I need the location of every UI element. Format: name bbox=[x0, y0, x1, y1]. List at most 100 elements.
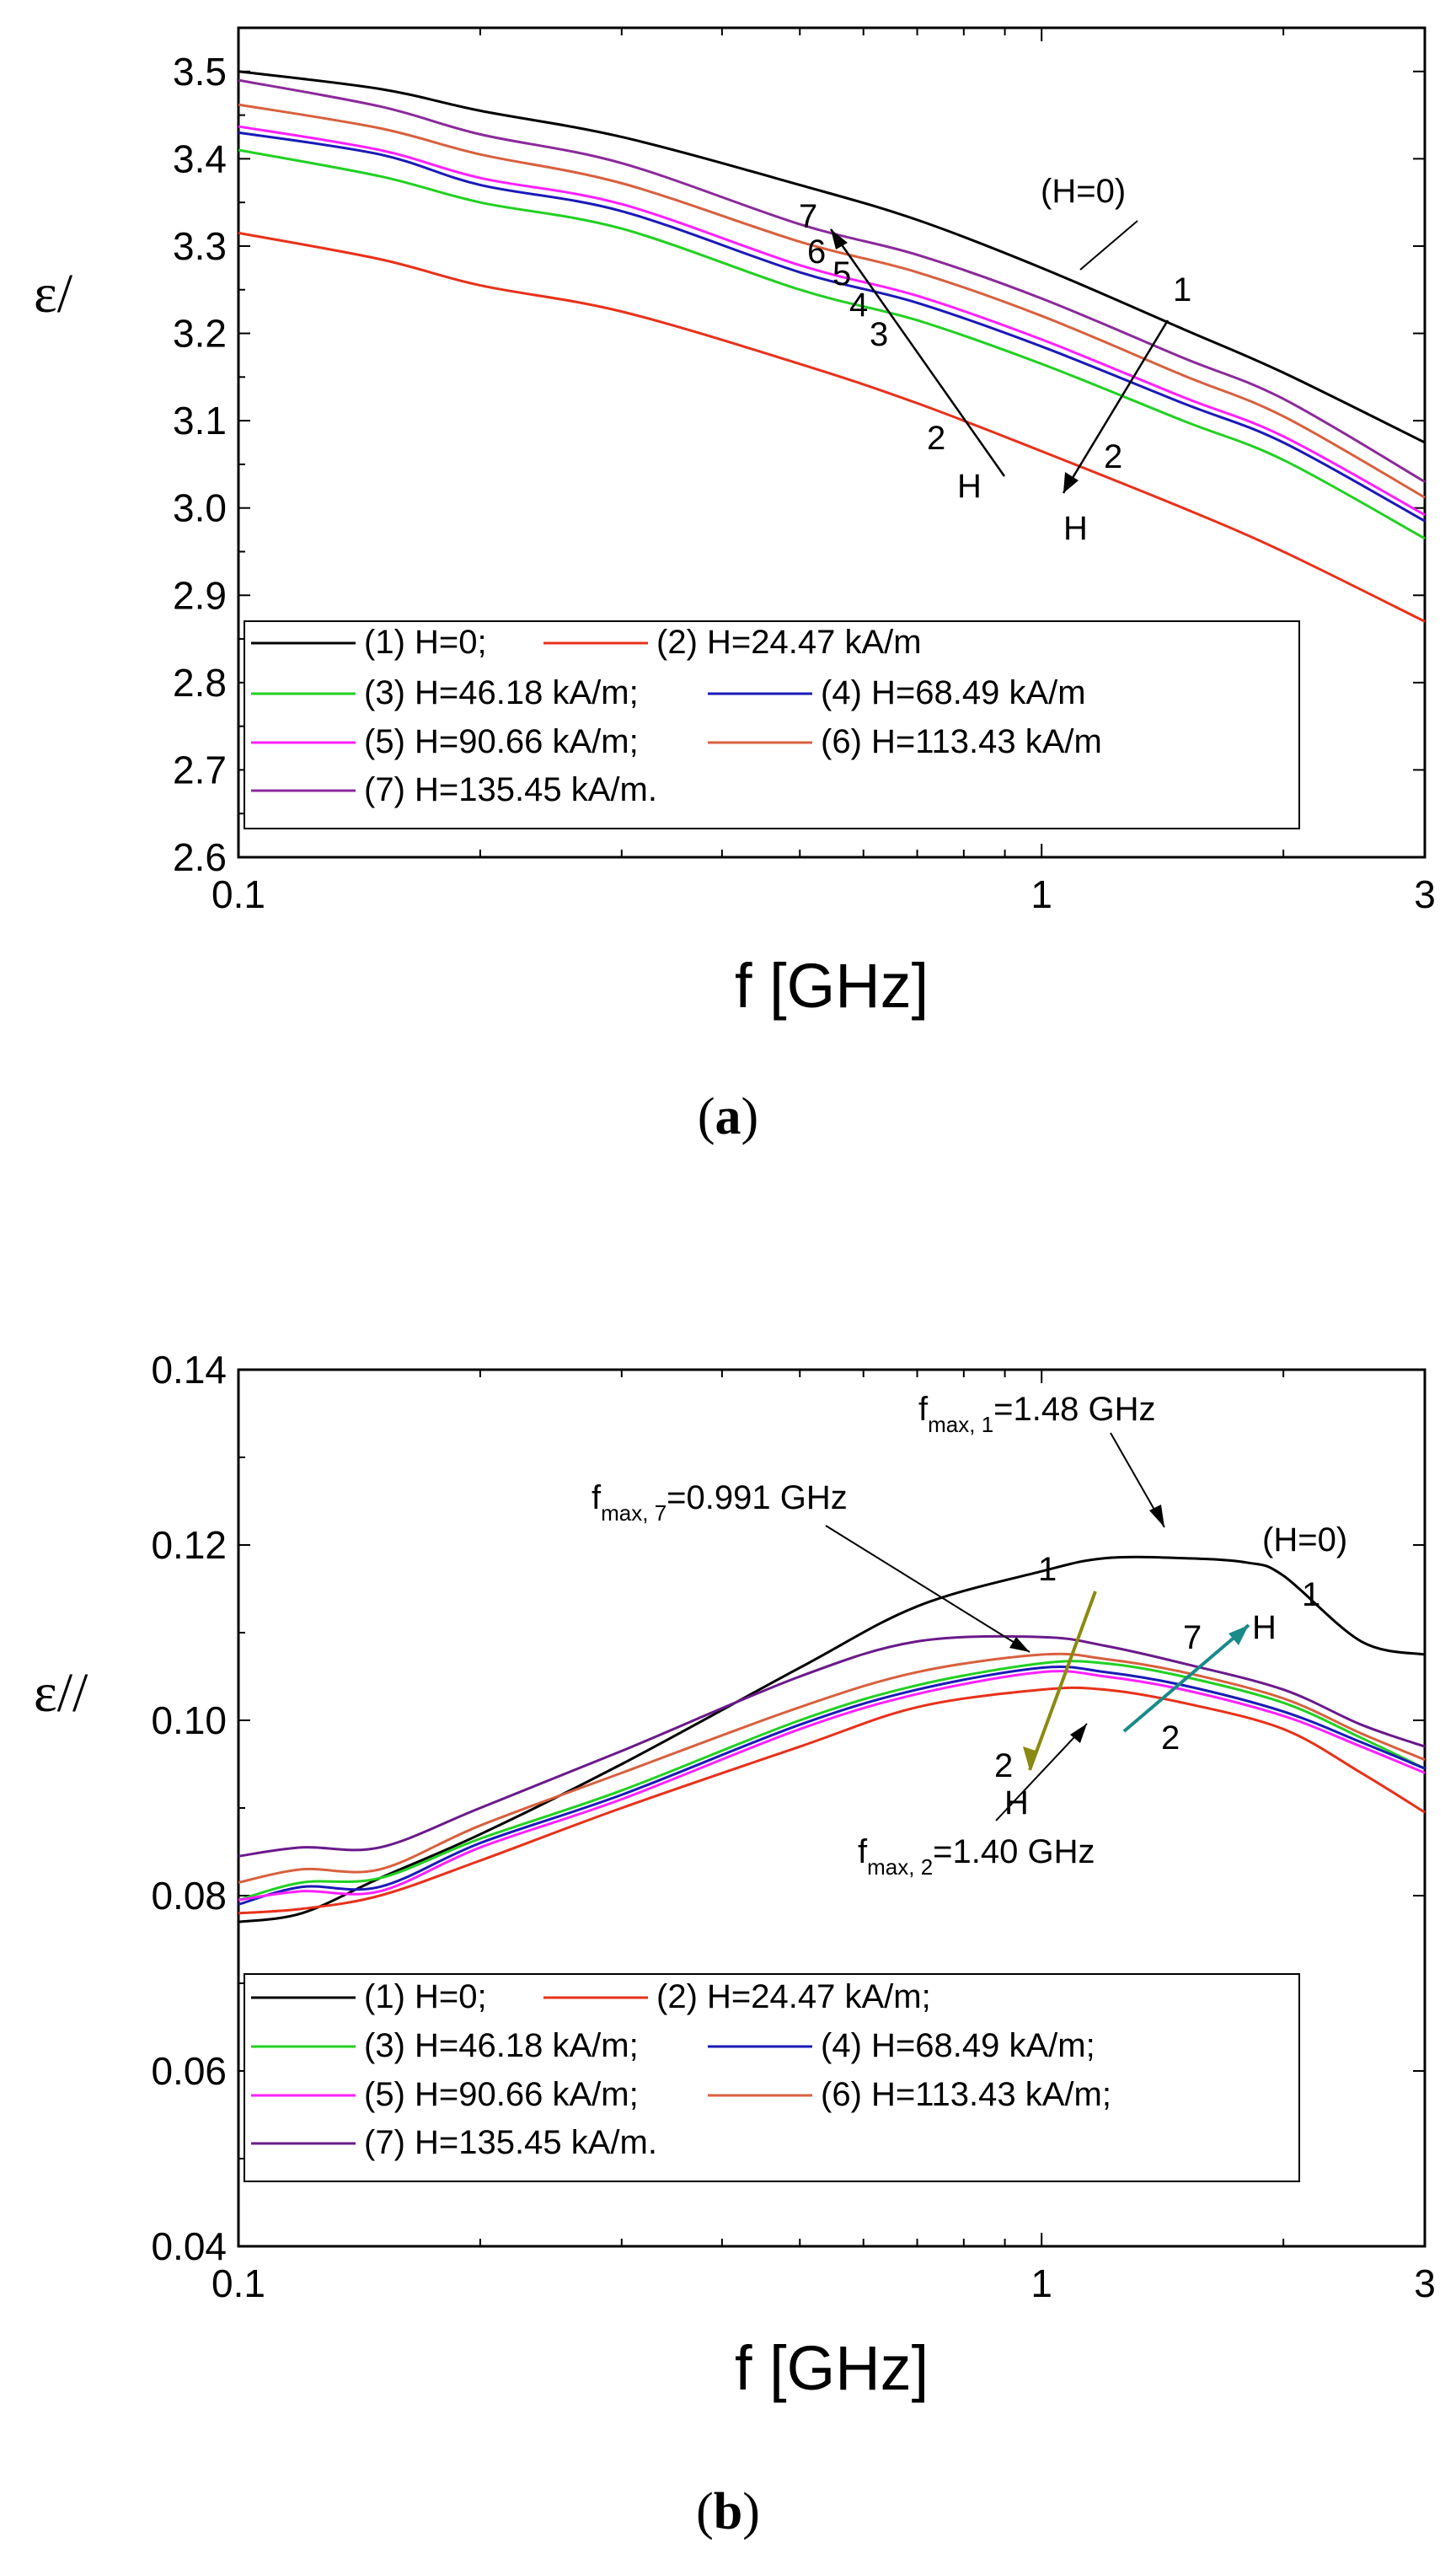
arrow-left-a-head bbox=[831, 229, 848, 249]
legend-label-3: (3) H=46.18 kA/m; bbox=[364, 2027, 639, 2064]
annotation-4-a: 4 bbox=[849, 287, 868, 324]
x-tick-label: 0.1 bbox=[211, 872, 265, 916]
arrow-right-a-head bbox=[1063, 472, 1079, 493]
leader-fmax7-head bbox=[1009, 1637, 1030, 1652]
y-ticks-a: 2.6 2.7 2.8 2.9 3.0 3.1 3.2 3.3 3.4 3.5 bbox=[173, 50, 1425, 879]
y-tick-label: 3.2 bbox=[173, 312, 227, 356]
annotation-hb-b: H bbox=[1252, 1609, 1277, 1646]
x-ticks-b: 0.1 1 3 bbox=[211, 1370, 1436, 2305]
annotation-3-a: 3 bbox=[870, 316, 888, 353]
legend-label-5: (5) H=90.66 kA/m; bbox=[364, 723, 639, 760]
caption-letter-a: a bbox=[715, 1088, 741, 1145]
arrow-up-b-head bbox=[1228, 1625, 1249, 1645]
legend-label-2: (2) H=24.47 kA/m; bbox=[656, 1978, 931, 2015]
series-line-6 bbox=[238, 1652, 1426, 1884]
y-tick-label: 2.6 bbox=[173, 835, 227, 879]
x-ticks-a: 0.1 1 3 bbox=[211, 28, 1436, 916]
arrow-up-b bbox=[1122, 1623, 1250, 1733]
annotation-hb-a: H bbox=[1063, 510, 1088, 547]
series-line-5 bbox=[238, 1670, 1426, 1902]
legend-label-5: (5) H=90.66 kA/m; bbox=[364, 2076, 639, 2113]
annotation-fmax1: fmax, 1=1.48 GHz bbox=[918, 1391, 1155, 1437]
legend-label-3: (3) H=46.18 kA/m; bbox=[364, 674, 639, 711]
annotation-fmax7: fmax, 7=0.991 GHz bbox=[592, 1479, 848, 1526]
annotation-h0-a: (H=0) bbox=[1041, 173, 1126, 210]
series-line-2 bbox=[238, 1686, 1426, 1915]
y-tick-label: 0.12 bbox=[151, 1523, 227, 1567]
legend-label-7: (7) H=135.45 kA/m. bbox=[364, 771, 657, 808]
x-tick-label: 3 bbox=[1414, 872, 1436, 916]
annotation-5-a: 5 bbox=[832, 255, 851, 292]
y-tick-label: 3.5 bbox=[173, 50, 227, 94]
legend-label-2: (2) H=24.47 kA/m bbox=[656, 624, 922, 661]
series-line-1 bbox=[238, 70, 1426, 444]
annotation-fmax2: fmax, 2=1.40 GHz bbox=[858, 1833, 1095, 1880]
panel-caption-b: (b) bbox=[696, 2483, 760, 2540]
legend-label-6: (6) H=113.43 kA/m bbox=[821, 723, 1102, 760]
series-lines-a bbox=[238, 70, 1426, 623]
leader-fmax2-head bbox=[1070, 1724, 1087, 1743]
annotation-h0-b: (H=0) bbox=[1262, 1521, 1347, 1558]
leader-fmax7 bbox=[825, 1525, 1030, 1653]
series-line-2 bbox=[238, 231, 1426, 623]
annotation-6-a: 6 bbox=[807, 233, 826, 271]
annotation-r1-b: 1 bbox=[1302, 1576, 1320, 1613]
legend-label-1: (1) H=0; bbox=[364, 624, 487, 661]
annotation-7-b: 7 bbox=[1183, 1619, 1202, 1656]
y-axis-label-b: ε// bbox=[34, 1662, 88, 1724]
y-tick-label: 0.04 bbox=[151, 2224, 227, 2268]
arrow-down-b-head bbox=[1023, 1746, 1038, 1770]
y-tick-label: 2.8 bbox=[173, 661, 227, 705]
x-axis-label-b: f [GHz] bbox=[735, 2333, 929, 2403]
annotation-leader-h0-a bbox=[1079, 220, 1138, 271]
annotation-ha-a: H bbox=[957, 468, 982, 505]
y-tick-label: 2.7 bbox=[173, 748, 227, 791]
y-tick-label: 0.06 bbox=[151, 2049, 227, 2093]
caption-letter-b: b bbox=[714, 2483, 742, 2540]
legend-label-4: (4) H=68.49 kA/m; bbox=[821, 2027, 1095, 2064]
series-line-7 bbox=[238, 78, 1426, 483]
y-tick-label: 3.3 bbox=[173, 224, 227, 268]
x-tick-label: 3 bbox=[1414, 2261, 1436, 2305]
series-line-5 bbox=[238, 125, 1426, 517]
leader-fmax1-head bbox=[1149, 1505, 1164, 1527]
annotation-1-a: 1 bbox=[1173, 271, 1191, 308]
series-line-3 bbox=[238, 148, 1426, 540]
x-tick-label: 1 bbox=[1030, 2261, 1052, 2305]
annotation-2a-a: 2 bbox=[927, 420, 945, 457]
annotation-7-a: 7 bbox=[799, 198, 817, 235]
arrow-right-a bbox=[1062, 319, 1170, 494]
legend-a: (1) H=0; (2) H=24.47 kA/m (3) H=46.18 kA/m… bbox=[251, 624, 1102, 808]
x-tick-label: 1 bbox=[1030, 872, 1052, 916]
y-tick-label: 3.4 bbox=[173, 137, 227, 180]
legend-box-b bbox=[244, 1973, 1300, 2182]
annotation-1-b: 1 bbox=[1038, 1551, 1057, 1588]
annotation-ha-b: H bbox=[1004, 1784, 1029, 1821]
legend-label-4: (4) H=68.49 kA/m bbox=[821, 674, 1086, 711]
legend-b: (1) H=0; (2) H=24.47 kA/m; (3) H=46.18 kA/… bbox=[251, 1978, 1111, 2161]
arrow-down-b bbox=[1028, 1591, 1097, 1771]
leader-fmax2 bbox=[995, 1723, 1088, 1821]
annotation-2b-b: 2 bbox=[1161, 1719, 1180, 1757]
y-tick-label: 0.14 bbox=[151, 1348, 227, 1392]
panel-a: 2.62.72.82.93.03.13.23.33.43.5 0.1 1 3 ε/ … bbox=[34, 26, 1436, 1145]
x-tick-label: 0.1 bbox=[211, 2261, 265, 2305]
legend-label-1: (1) H=0; bbox=[364, 1978, 487, 2015]
y-tick-label: 3.1 bbox=[173, 399, 227, 443]
series-line-4 bbox=[238, 131, 1426, 523]
y-tick-label: 0.10 bbox=[151, 1698, 227, 1742]
series-line-4 bbox=[238, 1665, 1426, 1906]
series-line-3 bbox=[238, 1660, 1426, 1902]
annotation-2a-b: 2 bbox=[994, 1747, 1013, 1784]
series-lines-b bbox=[238, 1555, 1426, 1923]
series-line-6 bbox=[238, 103, 1426, 499]
legend-label-7: (7) H=135.45 kA/m. bbox=[364, 2124, 657, 2161]
panel-b: 0.04 0.06 0.08 0.10 0.12 0.14 0.1 1 3 ε// f [GH… bbox=[34, 1348, 1436, 2540]
legend-box-a bbox=[244, 620, 1300, 829]
y-axis-label-a: ε/ bbox=[34, 263, 73, 325]
series-line-7 bbox=[238, 1634, 1426, 1858]
annotation-2b-a: 2 bbox=[1104, 438, 1122, 475]
y-tick-label: 2.9 bbox=[173, 573, 227, 617]
y-tick-label: 3.0 bbox=[173, 486, 227, 530]
